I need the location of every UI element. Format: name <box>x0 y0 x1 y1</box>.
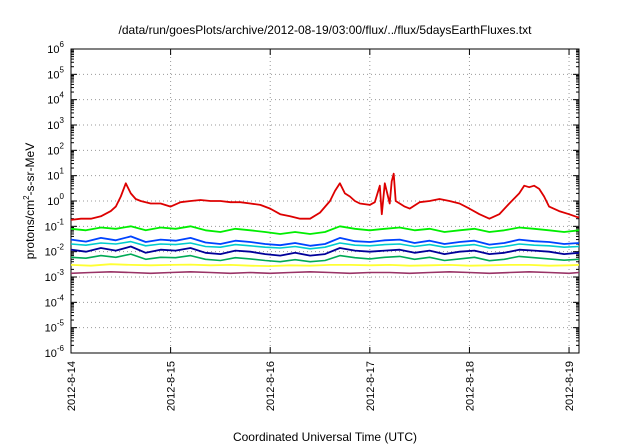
series-line-1 <box>70 225 580 235</box>
y-tick-label: 105 <box>47 65 64 81</box>
series-line-6 <box>70 263 580 268</box>
y-tick-label: 106 <box>47 40 64 56</box>
x-axis-label: Coordinated Universal Time (UTC) <box>233 430 417 444</box>
y-tick-label: 102 <box>47 141 64 157</box>
series-line-3 <box>70 235 580 247</box>
y-tick-label: 10-6 <box>45 344 65 360</box>
x-tick-label: 2012-8-14 <box>66 361 78 411</box>
y-tick-label: 10-4 <box>45 293 65 309</box>
x-tick-label: 2012-8-17 <box>365 361 377 411</box>
y-axis-label-sup: 2 <box>22 195 31 200</box>
y-tick-label: 104 <box>47 91 64 107</box>
series-line-0 <box>70 172 580 221</box>
y-tick-label: 10-3 <box>45 268 65 284</box>
y-axis-label-post: -s-sr-MeV <box>23 143 37 196</box>
series-line-2 <box>70 240 580 250</box>
y-tick-label: 10-2 <box>45 243 65 259</box>
y-tick-label: 100 <box>47 192 64 208</box>
x-tick-label: 2012-8-19 <box>564 361 576 411</box>
y-tick-label: 101 <box>47 167 64 183</box>
x-tick-label: 2012-8-15 <box>166 361 178 411</box>
y-axis-label: protons/cm2-s-sr-MeV <box>22 143 37 259</box>
y-tick-label: 103 <box>47 116 64 132</box>
y-axis-label-pre: protons/cm <box>23 200 37 259</box>
data-series <box>70 172 580 275</box>
y-axis: 106 105 104 103 102 101 100 10-1 10-2 10-3 10-4 10-… <box>45 40 579 360</box>
series-line-7 <box>70 270 580 275</box>
chart-title: /data/run/goesPlots/archive/2012-08-19/0… <box>119 23 533 37</box>
series-line-5 <box>70 253 580 263</box>
x-tick-label: 2012-8-16 <box>265 361 277 411</box>
y-tick-label: 10-1 <box>45 217 65 233</box>
series-line-4 <box>70 245 580 257</box>
grid-lines <box>71 49 579 353</box>
x-tick-label: 2012-8-18 <box>464 361 476 411</box>
y-tick-label: 10-5 <box>45 319 65 335</box>
x-axis: 2012-8-14 2012-8-15 2012-8-16 2012-8-17 2012… <box>66 49 576 411</box>
